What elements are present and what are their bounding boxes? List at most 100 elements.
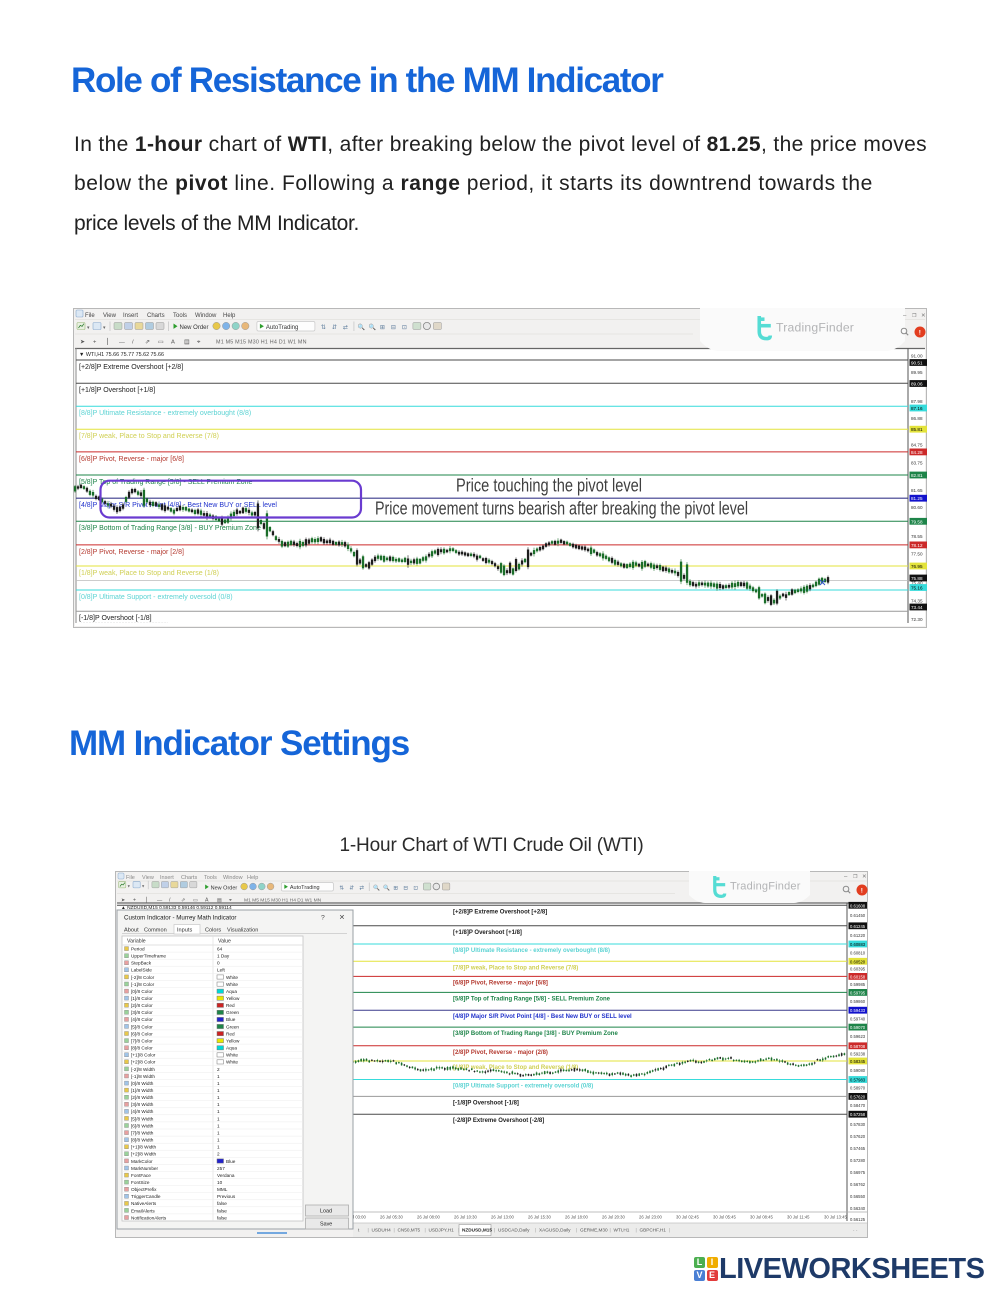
svg-text:MML: MML xyxy=(217,1187,228,1192)
svg-text:[1]/8 Color: [1]/8 Color xyxy=(131,996,153,1001)
svg-text:|: | xyxy=(394,1228,395,1233)
svg-text:⊟: ⊟ xyxy=(403,886,408,892)
svg-text:86.88: 86.88 xyxy=(911,416,923,421)
svg-text:73.44: 73.44 xyxy=(911,605,923,610)
svg-text:USDJPY,H1: USDJPY,H1 xyxy=(429,1228,455,1233)
svg-text:[2]/8 Width: [2]/8 Width xyxy=(131,1095,154,1100)
svg-text:30 Jul 13:45: 30 Jul 13:45 xyxy=(824,1215,847,1220)
svg-text:0.57620: 0.57620 xyxy=(850,1134,866,1139)
svg-text:Yellow: Yellow xyxy=(226,1039,240,1044)
svg-text:26 Jul 08:00: 26 Jul 08:00 xyxy=(417,1215,440,1220)
svg-text:▾: ▾ xyxy=(142,883,145,888)
svg-text:Price touching the pivot level: Price touching the pivot level xyxy=(456,476,642,496)
svg-text:+: + xyxy=(133,898,136,904)
svg-text:75.88: 75.88 xyxy=(911,576,923,581)
svg-text:Left: Left xyxy=(217,968,226,973)
svg-text:|: | xyxy=(576,1228,577,1233)
svg-text:[5]/8 Color: [5]/8 Color xyxy=(131,1024,153,1029)
svg-text:▾: ▾ xyxy=(87,325,90,331)
svg-text:Load: Load xyxy=(320,1209,332,1215)
svg-text:✕: ✕ xyxy=(862,874,867,880)
svg-text:0.57983: 0.57983 xyxy=(850,1078,866,1083)
svg-text:❐: ❐ xyxy=(912,313,917,319)
svg-text:Charts: Charts xyxy=(181,875,197,881)
svg-text:Visualization: Visualization xyxy=(227,928,258,934)
svg-text:+: + xyxy=(93,340,97,346)
svg-text:UpperTimeframe: UpperTimeframe xyxy=(131,954,166,959)
svg-text:✕: ✕ xyxy=(339,915,345,922)
svg-text:26 Jul 05:30: 26 Jul 05:30 xyxy=(380,1215,403,1220)
svg-text:[4]/8 Width: [4]/8 Width xyxy=(131,1109,154,1114)
svg-text:0.59740: 0.59740 xyxy=(850,1017,866,1022)
svg-text:TriggerCandle: TriggerCandle xyxy=(131,1194,161,1199)
svg-text:[-1/8]P Overshoot [-1/8]: [-1/8]P Overshoot [-1/8] xyxy=(453,1100,519,1106)
svg-text:Aqua: Aqua xyxy=(226,989,237,994)
svg-text:[0]/8 Width: [0]/8 Width xyxy=(131,1081,154,1086)
svg-text:0.60520: 0.60520 xyxy=(850,959,866,964)
svg-text:|: | xyxy=(535,1228,536,1233)
svg-text:[0/8]P Ultimate Support - extr: [0/8]P Ultimate Support - extremely over… xyxy=(453,1084,593,1090)
svg-text:M1 M5 M15 M30 H1 H4: M1 M5 M15 M30 H1 H4 D1 W1 MN xyxy=(244,898,322,904)
svg-text:[+2]/8 Width: [+2]/8 Width xyxy=(131,1152,157,1157)
svg-text:Value: Value xyxy=(218,939,231,945)
svg-text:0.59860: 0.59860 xyxy=(850,999,866,1004)
svg-text:Price movement turns bearish a: Price movement turns bearish after break… xyxy=(375,499,748,519)
svg-text:USDUH4: USDUH4 xyxy=(372,1228,392,1233)
svg-text:0.57465: 0.57465 xyxy=(850,1146,866,1151)
svg-text:|: | xyxy=(368,1228,369,1233)
svg-text:0.59433: 0.59433 xyxy=(850,1008,866,1013)
svg-text:[5]/8 Width: [5]/8 Width xyxy=(131,1116,154,1121)
svg-text:▤: ▤ xyxy=(217,898,222,904)
svg-text:0.59080: 0.59080 xyxy=(850,1068,866,1073)
svg-text:❐: ❐ xyxy=(853,874,858,880)
svg-text:WTI,H1: WTI,H1 xyxy=(614,1228,630,1233)
svg-text:84.28: 84.28 xyxy=(911,450,923,455)
svg-text:74.35: 74.35 xyxy=(911,599,923,604)
svg-text:/: / xyxy=(132,340,134,346)
svg-text:78.12: 78.12 xyxy=(911,543,923,548)
svg-text:[2/8]P Pivot, Reverse - major: [2/8]P Pivot, Reverse - major [2/8] xyxy=(79,549,184,556)
svg-text:🔍: 🔍 xyxy=(383,884,390,892)
svg-text:Common: Common xyxy=(144,928,167,934)
svg-text:[+2]/8 Color: [+2]/8 Color xyxy=(131,1060,156,1065)
svg-text:77.50: 77.50 xyxy=(911,551,923,556)
svg-text:File: File xyxy=(126,875,135,881)
svg-text:30 Jul 08:45: 30 Jul 08:45 xyxy=(750,1215,773,1220)
svg-text:⇗: ⇗ xyxy=(145,340,150,346)
svg-text:➤: ➤ xyxy=(80,340,85,346)
svg-text:0.60395: 0.60395 xyxy=(850,967,866,972)
svg-text:83.75: 83.75 xyxy=(911,461,923,466)
svg-text:[+2/8]P Extreme Overshoot [+2/: [+2/8]P Extreme Overshoot [+2/8] xyxy=(79,364,183,371)
svg-text:⌖: ⌖ xyxy=(229,898,232,904)
svg-text:New Order: New Order xyxy=(180,325,209,331)
svg-text:Yellow: Yellow xyxy=(226,996,240,1001)
svg-text:Inputs: Inputs xyxy=(177,928,192,934)
svg-text:0.60810: 0.60810 xyxy=(850,951,866,956)
svg-text:t: t xyxy=(358,1228,360,1233)
svg-text:[4/8]P Major S/R Pivot Point [: [4/8]P Major S/R Pivot Point [4/8] - Bes… xyxy=(453,1014,632,1020)
svg-text:NativeAlerts: NativeAlerts xyxy=(131,1201,157,1206)
svg-text:0.60158: 0.60158 xyxy=(850,974,866,979)
svg-text:0.56550: 0.56550 xyxy=(850,1194,866,1199)
svg-text:1 Day: 1 Day xyxy=(217,954,230,959)
svg-text:AutoTrading: AutoTrading xyxy=(290,885,320,891)
svg-text:Tools: Tools xyxy=(204,875,217,881)
svg-text:Charts: Charts xyxy=(147,313,165,319)
svg-text:Blue: Blue xyxy=(226,1017,236,1022)
svg-text:▲ NZDUSD,M15 0.59133 0.59146: ▲ NZDUSD,M15 0.59133 0.59146 0.59112 0.5… xyxy=(121,905,232,911)
svg-text:[+1/8]P Overshoot [+1/8]: [+1/8]P Overshoot [+1/8] xyxy=(453,930,522,936)
svg-text:Save: Save xyxy=(320,1222,332,1228)
svg-text:81.65: 81.65 xyxy=(911,488,923,493)
svg-text:90.51: 90.51 xyxy=(911,361,923,366)
svg-text:0.61450: 0.61450 xyxy=(850,913,866,918)
svg-text:⊡: ⊡ xyxy=(402,325,407,331)
svg-text:White: White xyxy=(226,1053,238,1058)
svg-text:LabelSide: LabelSide xyxy=(131,968,152,973)
svg-text:[2/8]P Pivot, Reverse - major: [2/8]P Pivot, Reverse - major (2/8) xyxy=(453,1050,548,1056)
svg-text:26 Jul 15:30: 26 Jul 15:30 xyxy=(528,1215,551,1220)
svg-text:91.00: 91.00 xyxy=(911,354,923,359)
svg-text:0.57830: 0.57830 xyxy=(850,1122,866,1127)
svg-text:· ·: · · xyxy=(853,1228,858,1234)
svg-text:26 Jul 13:00: 26 Jul 13:00 xyxy=(491,1215,514,1220)
svg-text:GBPCHF,H1: GBPCHF,H1 xyxy=(640,1228,667,1233)
